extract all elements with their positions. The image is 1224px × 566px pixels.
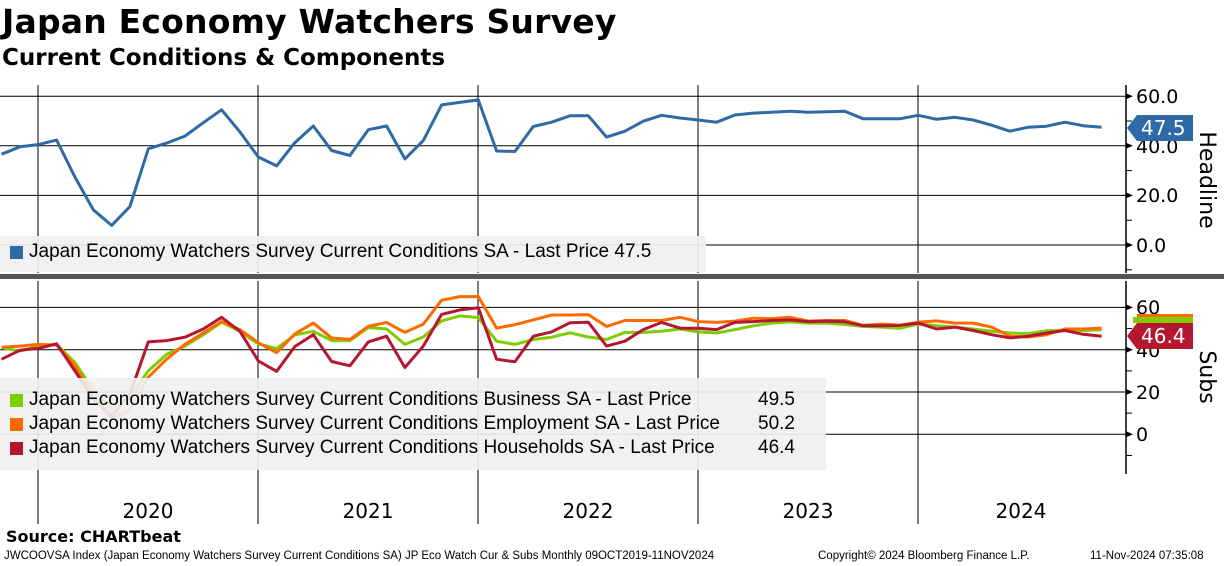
legend-swatch (10, 441, 23, 455)
headline-axis-title: Headline (1194, 131, 1219, 228)
y-tick (1126, 192, 1133, 199)
chart-title: Japan Economy Watchers Survey (2, 2, 617, 41)
legend-item-headline: Japan Economy Watchers Survey Current Co… (10, 240, 694, 264)
y-tick (1126, 431, 1133, 438)
legend-value: 50.2 (758, 413, 795, 434)
legend-item-employment: Japan Economy Watchers Survey Current Co… (10, 412, 814, 436)
headline-tick-label: 20.0 (1136, 185, 1178, 207)
headline-last-price-tag: 47.5 (1127, 115, 1193, 141)
subs-tick-label: 60 (1136, 297, 1160, 319)
subs-legend: Japan Economy Watchers Survey Current Co… (0, 378, 826, 470)
subs-tick-label: 20 (1136, 382, 1160, 404)
subs-tick-label: 0 (1136, 424, 1148, 446)
footer-description: JWCOOVSA Index (Japan Economy Watchers S… (4, 550, 715, 562)
headline-tick-label: 40.0 (1136, 136, 1178, 158)
headline-tick-label: 60.0 (1136, 86, 1178, 108)
legend-label: Japan Economy Watchers Survey Current Co… (29, 413, 720, 434)
headline-tick-label: 0.0 (1136, 235, 1166, 257)
legend-value: 49.5 (758, 389, 795, 410)
y-tick (1126, 142, 1133, 149)
legend-item-business: Japan Economy Watchers Survey Current Co… (10, 388, 814, 412)
y-tick (1126, 389, 1133, 395)
y-tick (1126, 242, 1133, 248)
legend-value: 46.4 (758, 437, 795, 458)
subs-axis-title: Subs (1194, 350, 1219, 403)
legend-swatch (10, 417, 23, 431)
legend-label: Japan Economy Watchers Survey Current Co… (29, 241, 652, 262)
households-last-price-tag: 46.4 (1127, 323, 1193, 349)
x-tick-label: 2020 (123, 499, 174, 523)
y-tick (1126, 93, 1133, 100)
legend-label: Japan Economy Watchers Survey Current Co… (29, 437, 715, 458)
headline-legend: Japan Economy Watchers Survey Current Co… (0, 236, 706, 272)
chart-subtitle: Current Conditions & Components (2, 45, 446, 71)
y-tick (1126, 346, 1133, 353)
legend-swatch (10, 393, 23, 407)
footer-timestamp: 11-Nov-2024 07:35:08 (1090, 550, 1204, 562)
x-tick-label: 2023 (783, 499, 834, 523)
legend-item-households: Japan Economy Watchers Survey Current Co… (10, 436, 814, 460)
series-line-headline (1, 98, 1102, 227)
x-tick-label: 2022 (563, 499, 614, 523)
footer-copyright: Copyright© 2024 Bloomberg Finance L.P. (818, 550, 1030, 562)
employment-last-price-tag (1137, 314, 1193, 317)
y-tick (1126, 304, 1133, 311)
legend-swatch (10, 245, 23, 259)
x-tick-label: 2021 (343, 499, 394, 523)
x-tick-label: 2024 (996, 499, 1047, 523)
source-note: Source: CHARTbeat (6, 527, 181, 546)
series-line-households (0, 306, 1102, 418)
legend-label: Japan Economy Watchers Survey Current Co… (29, 389, 692, 410)
business-last-price-tag (1133, 317, 1193, 323)
panel-separator (0, 274, 1224, 279)
